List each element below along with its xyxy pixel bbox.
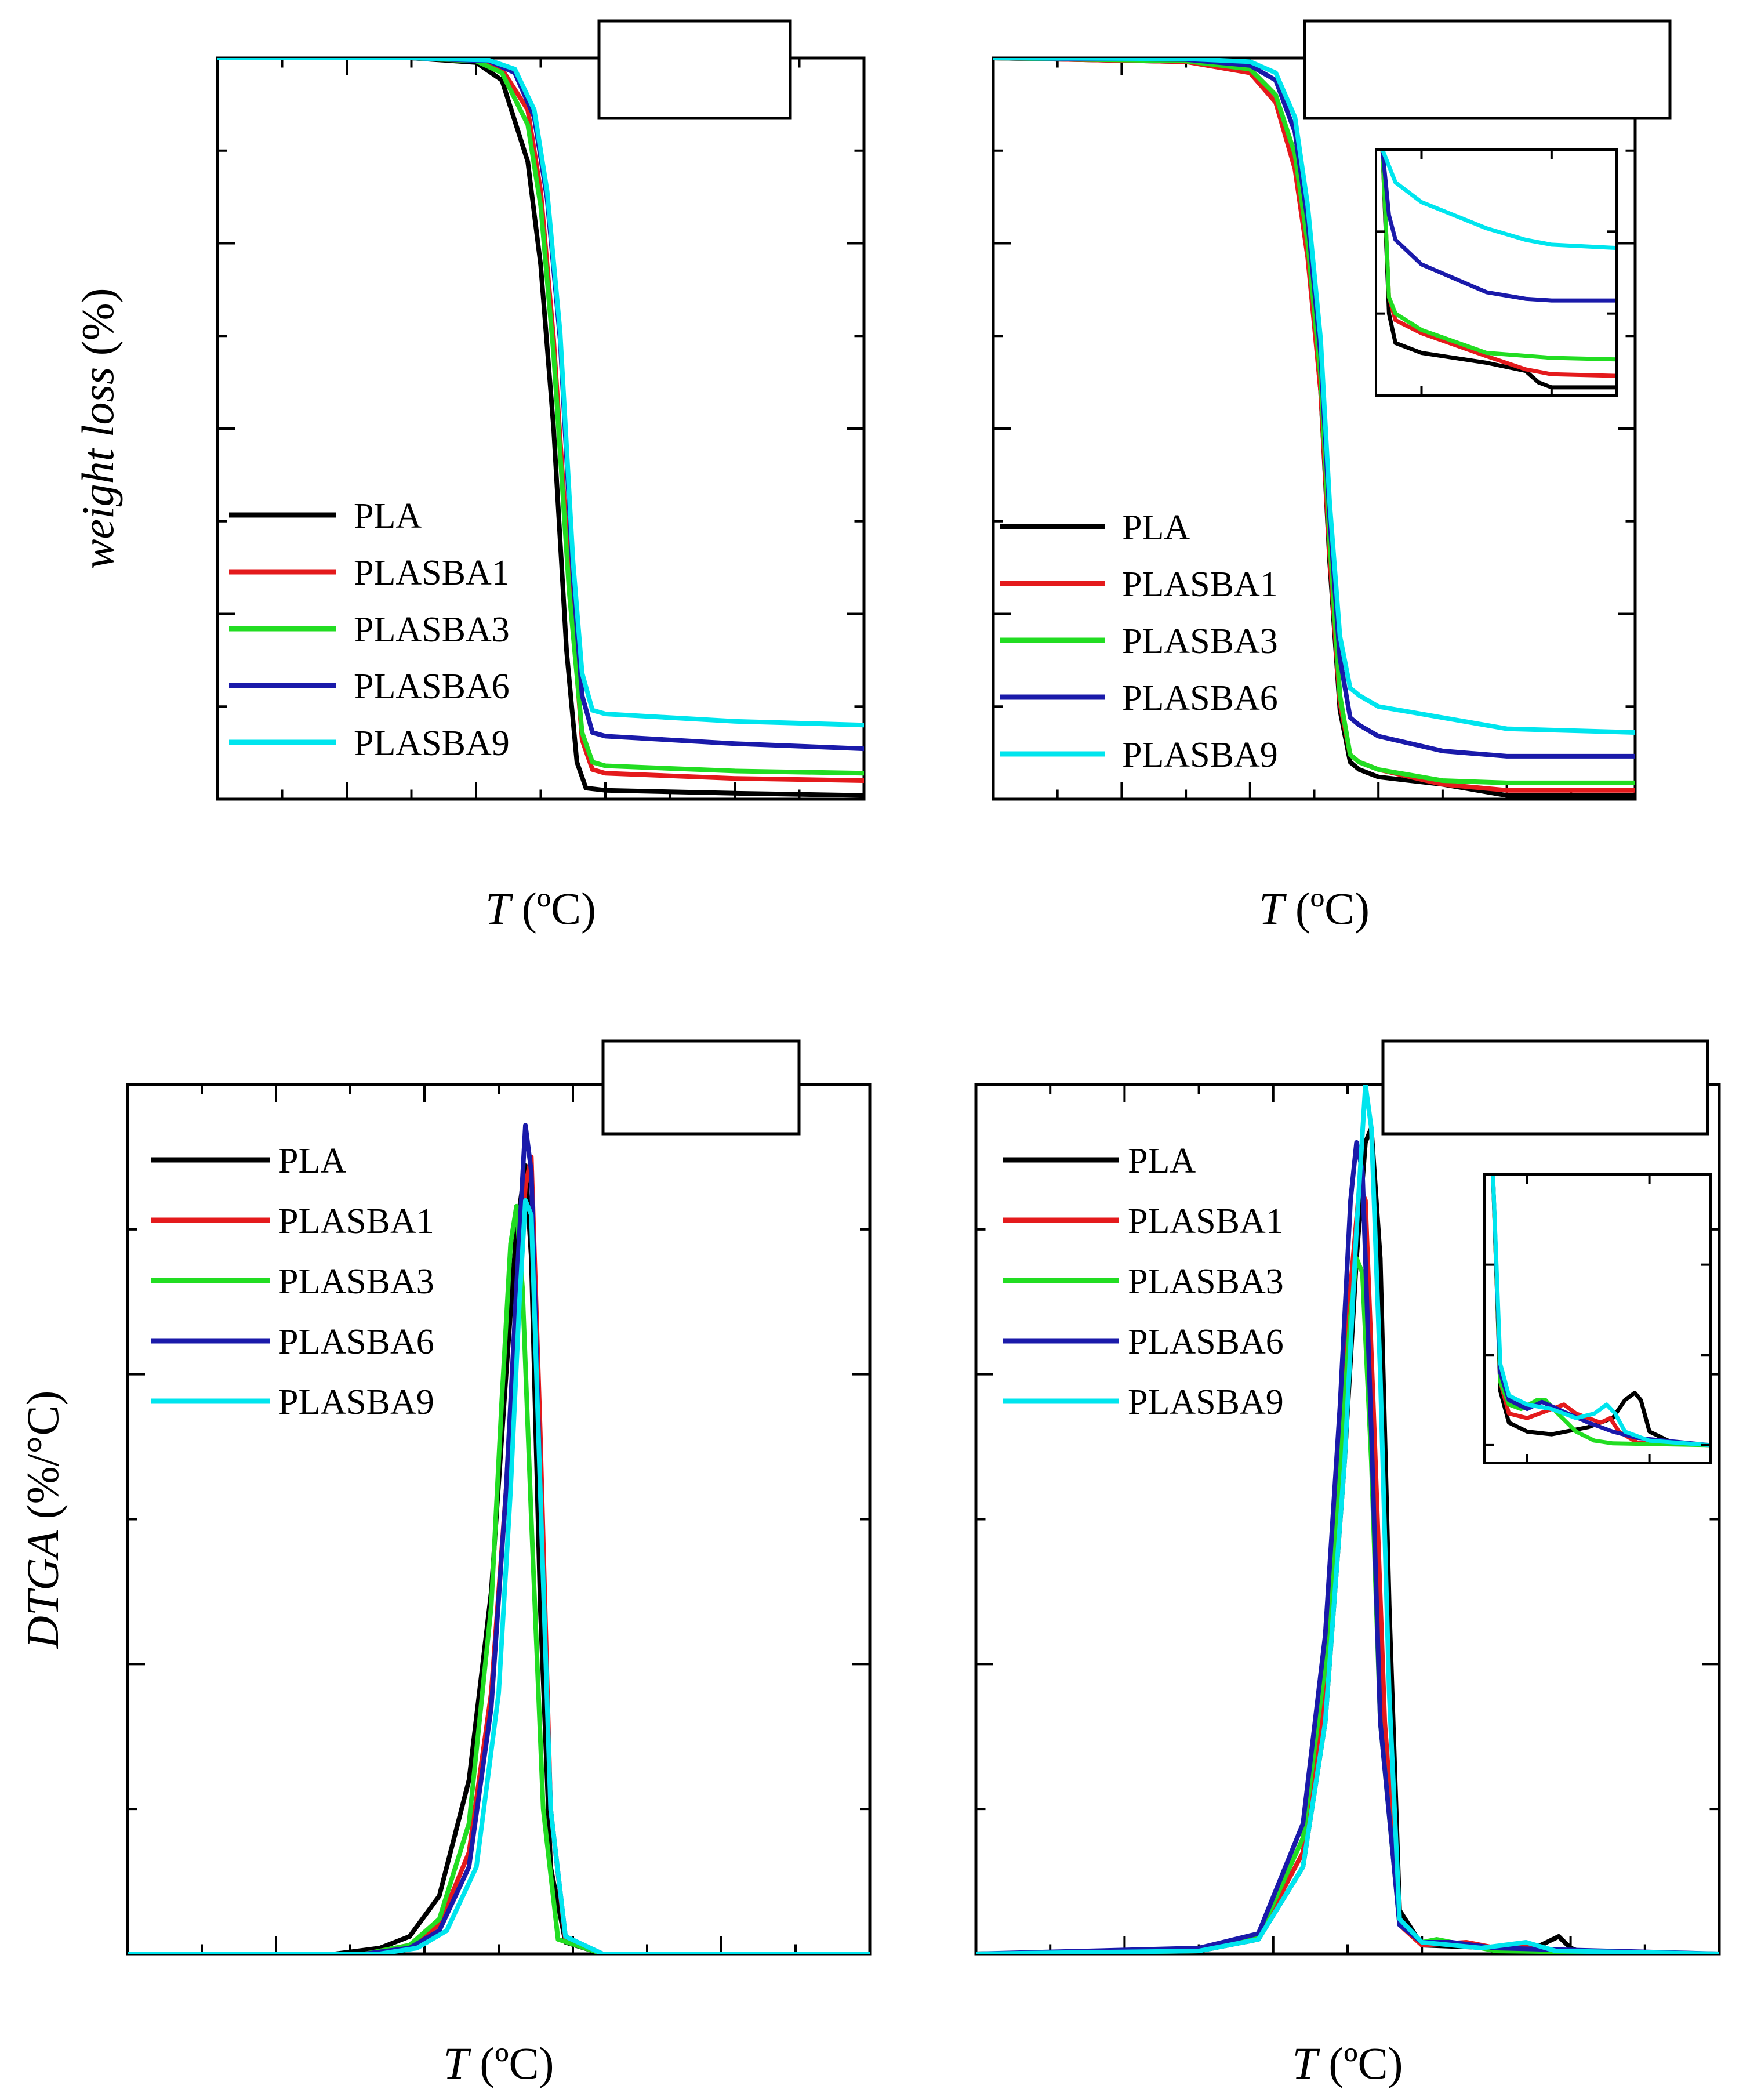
tga-oxidative-xlabel-rest: (ºC) (1284, 883, 1370, 934)
dtga-inert-legend-label-plasba9: PLASBA9 (278, 1383, 434, 1422)
tga-inert-line-plasba9 (217, 58, 864, 728)
dtga-inert-xlabel: T (ºC) (443, 2038, 554, 2088)
dtga-oxidative-legend-label-plasba1: PLASBA1 (1128, 1202, 1284, 1241)
dtga-oxidative-line-plasba9 (976, 1085, 1719, 1954)
dtga-inert-line-pla (128, 1163, 870, 1954)
tga-inert-ylabel-italic: weight loss (72, 367, 123, 570)
tga-oxidative-legend-label-plasba3: PLASBA3 (1122, 622, 1278, 661)
tga-oxidative-inset-line-plasba9 (1380, 150, 1617, 251)
dtga-oxidative-legend-label-plasba6: PLASBA6 (1128, 1322, 1284, 1362)
tga-oxidative-legend-label-pla: PLA (1122, 508, 1190, 547)
dtga-oxidative-inset-line-plasba9 (1491, 1174, 1711, 1448)
tga-inert-ylabel: weight loss (%) (72, 288, 123, 569)
tga-oxidative-inset-series-group (1380, 150, 1617, 390)
dtga-inert-panel: T (ºC) DTGA (%/°C) PLA PLASBA1 PLASBA3 PLASBA… (17, 1039, 872, 2088)
tga-inert-xlabel-rest: (ºC) (510, 883, 596, 934)
dtga-inert-title-box (601, 1039, 801, 1136)
dtga-oxidative-legend-label-pla: PLA (1128, 1141, 1196, 1181)
dtga-inert-legend-label-plasba3: PLASBA3 (278, 1262, 434, 1301)
tga-inert-series-group (217, 58, 864, 798)
dtga-inert-xlabel-rest: (ºC) (469, 2038, 554, 2088)
dtga-oxidative-inset-line-pla (1491, 1174, 1711, 1448)
dtga-inert-line-plasba9 (128, 1198, 870, 1954)
tga-oxidative-inset-line-plasba6 (1380, 150, 1617, 303)
dtga-oxidative-inset (1483, 1173, 1712, 1464)
tga-inert-legend-label-plasba3: PLASBA3 (354, 610, 510, 650)
tga-inert-title-box (597, 19, 792, 120)
dtga-oxidative-title-box (1381, 1039, 1709, 1136)
dtga-inert-line-plasba1 (128, 1154, 870, 1954)
dtga-inert-line-plasba6 (128, 1123, 870, 1954)
dtga-oxidative-inset-frame (1483, 1173, 1712, 1464)
dtga-oxidative-xlabel-italic: T (1292, 2038, 1320, 2088)
tga-oxidative-xlabel-italic: T (1259, 883, 1287, 934)
tga-oxidative-inset-line-pla (1380, 150, 1617, 390)
tga-inert-legend-label-plasba6: PLASBA6 (354, 667, 510, 706)
tga-inert-legend-label-plasba9: PLASBA9 (354, 724, 510, 763)
tga-oxidative-legend-label-plasba1: PLASBA1 (1122, 565, 1278, 604)
tga-oxidative-xlabel: T (ºC) (1259, 883, 1370, 934)
tga-inert-legend-label-plasba1: PLASBA1 (354, 553, 510, 593)
tga-oxidative-inset-frame (1375, 148, 1618, 397)
tga-inert-ylabel-rest: (%) (72, 288, 123, 367)
tga-oxidative-inset (1375, 148, 1618, 397)
dtga-oxidative-legend-label-plasba3: PLASBA3 (1128, 1262, 1284, 1301)
tga-inert-legend-label-pla: PLA (354, 496, 422, 536)
tga-oxidative-title-box (1303, 19, 1672, 120)
dtga-inert-ylabel-italic: DTGA (17, 1530, 68, 1649)
tga-oxidative-series-group (993, 58, 1635, 798)
tga-oxidative-legend-label-plasba6: PLASBA6 (1122, 679, 1278, 718)
tga-inert-xlabel-italic: T (485, 883, 513, 934)
tga-inert-panel: T (ºC) weight loss (%) PLA PLASBA1 PLASBA3 PL… (72, 19, 866, 934)
dtga-inert-ylabel-rest: (%/°C) (17, 1391, 68, 1530)
dtga-inert-ylabel: DTGA (%/°C) (17, 1391, 68, 1649)
dtga-inert-frame (126, 1083, 872, 1956)
tga-oxidative-legend-label-plasba9: PLASBA9 (1122, 735, 1278, 775)
dtga-inert-legend-label-plasba1: PLASBA1 (278, 1202, 434, 1241)
dtga-oxidative-inset-series-group (1491, 1174, 1711, 1448)
dtga-inert-legend-label-plasba6: PLASBA6 (278, 1322, 434, 1362)
dtga-oxidative-series-group (976, 1085, 1719, 1954)
tga-oxidative-inset-line-plasba3 (1380, 150, 1617, 362)
tga-oxidative-line-plasba9 (993, 58, 1635, 735)
dtga-inert-xlabel-italic: T (443, 2038, 471, 2088)
tga-inert-xlabel: T (ºC) (485, 883, 596, 934)
dtga-oxidative-xlabel: T (ºC) (1292, 2038, 1403, 2088)
tga-oxidative-panel: T (ºC) PLA PLASBA1 PLASBA3 PLASBA6 PLASBA9 (992, 19, 1672, 934)
dtga-inert-legend-label-pla: PLA (278, 1141, 346, 1181)
dtga-inert-series-group (128, 1123, 870, 1954)
dtga-oxidative-xlabel-rest: (ºC) (1317, 2038, 1403, 2088)
dtga-inert-line-plasba3 (128, 1203, 870, 1954)
dtga-oxidative-legend-label-plasba9: PLASBA9 (1128, 1383, 1284, 1422)
dtga-oxidative-panel: T (ºC) PLA PLASBA1 PLASBA3 PLASBA6 PLASBA9 (974, 1039, 1721, 2088)
